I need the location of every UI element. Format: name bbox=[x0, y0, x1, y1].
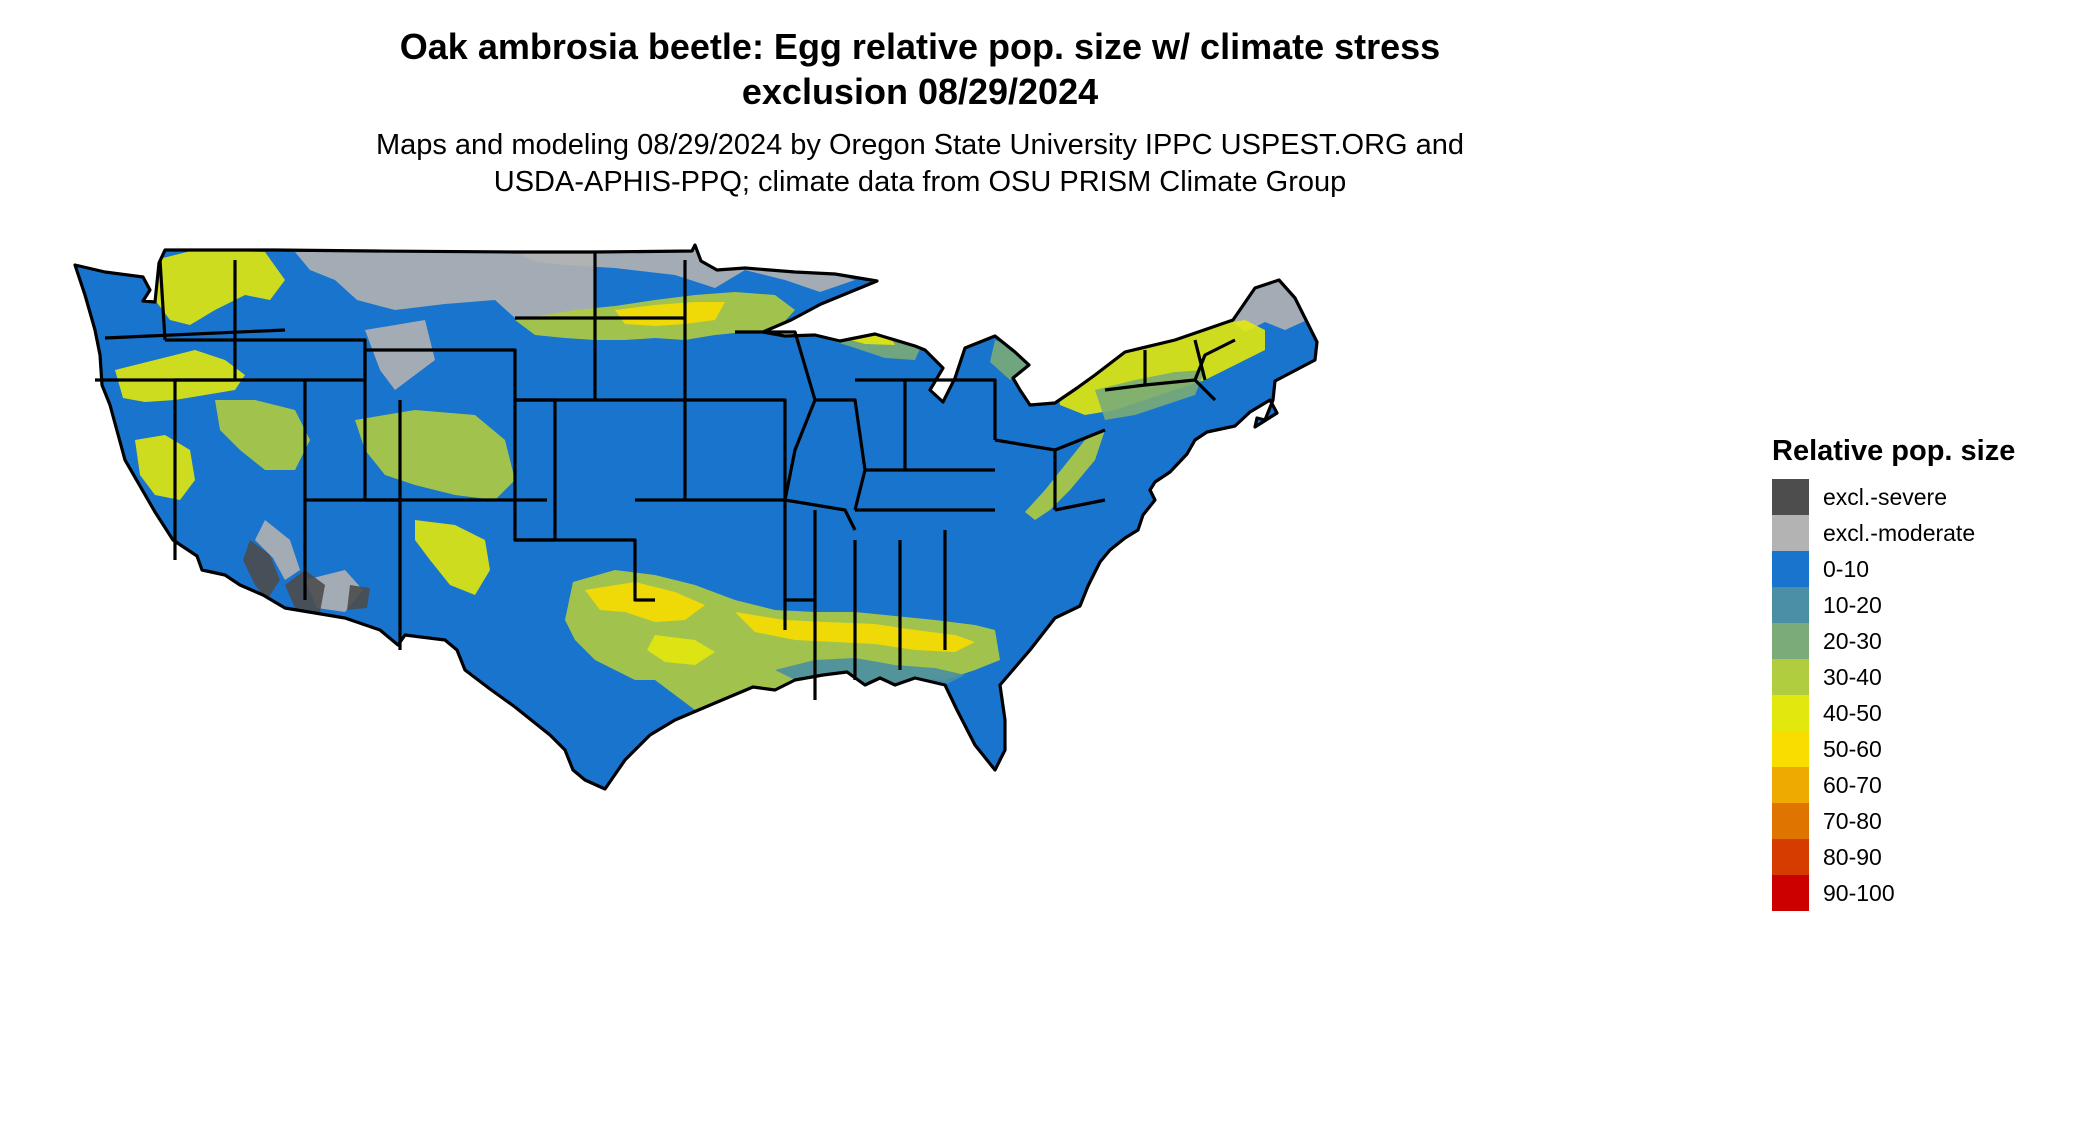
legend-item: 90-100 bbox=[1772, 875, 2015, 911]
state-border bbox=[104, 328, 286, 340]
legend-item: 60-70 bbox=[1772, 767, 2015, 803]
legend-label: 80-90 bbox=[1823, 843, 1882, 870]
us-outline bbox=[73, 243, 1319, 791]
map-region-30-40 bbox=[355, 410, 515, 500]
legend-item: excl.-moderate bbox=[1772, 515, 2015, 551]
legend-label: 40-50 bbox=[1823, 699, 1882, 726]
map-subtitle-line2: USDA-APHIS-PPQ; climate data from OSU PR… bbox=[493, 166, 1347, 198]
state-border bbox=[235, 338, 367, 350]
map-region-40-50 bbox=[135, 435, 195, 500]
state-border bbox=[685, 498, 815, 602]
map-region-40-50 bbox=[415, 520, 490, 595]
map-subtitle-line1: Maps and modeling 08/29/2024 by Oregon S… bbox=[375, 129, 1465, 161]
legend-swatch bbox=[1772, 803, 1809, 839]
legend-swatch bbox=[1772, 479, 1809, 515]
map-region-30-40 bbox=[215, 400, 310, 470]
legend-swatch bbox=[1772, 875, 1809, 911]
legend-label: 60-70 bbox=[1823, 771, 1882, 798]
map-title-line2: exclusion 08/29/2024 bbox=[741, 71, 1099, 112]
map-region-30-40 bbox=[1025, 430, 1105, 520]
state-border bbox=[685, 398, 787, 500]
legend-swatch bbox=[1772, 551, 1809, 587]
map-region-50-60 bbox=[585, 582, 705, 622]
legend-swatch bbox=[1772, 515, 1809, 551]
state-borders bbox=[95, 252, 1236, 700]
legend-label: 90-100 bbox=[1823, 879, 1895, 906]
legend-label: 10-20 bbox=[1823, 591, 1882, 618]
legend-title: Relative pop. size bbox=[1772, 435, 2016, 467]
legend-item: 30-40 bbox=[1772, 659, 2015, 695]
state-border bbox=[515, 538, 655, 602]
legend-swatch bbox=[1772, 731, 1809, 767]
us-map-svg bbox=[73, 243, 1319, 791]
map-region-excl-moderate bbox=[295, 252, 595, 318]
legend-label: excl.-severe bbox=[1823, 483, 1947, 510]
state-border bbox=[815, 398, 867, 511]
state-border bbox=[1193, 339, 1207, 381]
us-landmass-0-10 bbox=[75, 245, 1317, 789]
legend-item: 10-20 bbox=[1772, 587, 2015, 623]
state-border bbox=[165, 338, 237, 380]
legend-label: 50-60 bbox=[1823, 735, 1882, 762]
map-region-excl-moderate bbox=[365, 320, 435, 390]
legend-label: 0-10 bbox=[1823, 555, 1870, 582]
map-region-excl-moderate bbox=[255, 520, 300, 580]
map-region-50-60 bbox=[615, 302, 725, 326]
map-region-excl-severe bbox=[347, 585, 370, 610]
us-map bbox=[73, 240, 1735, 1120]
legend-swatch bbox=[1772, 587, 1809, 623]
map-region-40-50 bbox=[155, 250, 285, 325]
legend-label: 30-40 bbox=[1823, 663, 1882, 690]
legend-label: excl.-moderate bbox=[1823, 519, 1976, 546]
legend-item: 80-90 bbox=[1772, 839, 2015, 875]
legend-item: excl.-severe bbox=[1772, 479, 2015, 515]
state-border bbox=[1193, 338, 1236, 381]
map-region-40-50 bbox=[115, 350, 245, 402]
legend-swatch bbox=[1772, 623, 1809, 659]
legend-item: 70-80 bbox=[1772, 803, 2015, 839]
legend-swatch bbox=[1772, 839, 1809, 875]
legend-swatch bbox=[1772, 695, 1809, 731]
legend-item: 20-30 bbox=[1772, 623, 2015, 659]
legend-swatch bbox=[1772, 767, 1809, 803]
legend-item: 40-50 bbox=[1772, 695, 2015, 731]
map-region-excl-severe bbox=[243, 540, 280, 600]
map-region-40-50 bbox=[647, 635, 715, 665]
legend: Relative pop. size excl.-severe excl.-mod… bbox=[1772, 433, 2015, 911]
map-title-line1: Oak ambrosia beetle: Egg relative pop. s… bbox=[399, 26, 1441, 67]
legend-label: 20-30 bbox=[1823, 627, 1882, 654]
legend-swatch bbox=[1772, 659, 1809, 695]
state-border bbox=[784, 498, 857, 531]
legend-item: 50-60 bbox=[1772, 731, 2015, 767]
legend-label: 70-80 bbox=[1823, 807, 1882, 834]
legend-item: 0-10 bbox=[1772, 551, 2015, 587]
state-border bbox=[1054, 498, 1106, 512]
map-region-excl-moderate bbox=[1225, 280, 1307, 332]
state-border bbox=[158, 259, 167, 341]
legend-items: excl.-severe excl.-moderate 0-10 10-20 20-30… bbox=[1772, 479, 2015, 911]
